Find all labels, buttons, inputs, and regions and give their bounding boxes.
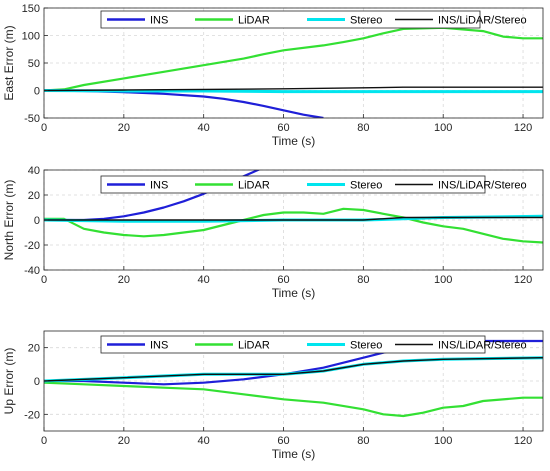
x-tick-label: 100 (434, 122, 452, 134)
legend-box (100, 335, 486, 354)
x-tick-label: 40 (198, 274, 210, 286)
legend-label: INS/LiDAR/Stereo (438, 340, 527, 352)
x-tick-label: 60 (277, 435, 289, 447)
legend-label: INS (150, 180, 168, 192)
north-error-panel: 0 20 40 60 80 100 120 -40 -20 0 20 40 Time (s) North … (2, 165, 544, 300)
x-tick-label: 40 (198, 122, 210, 134)
y-tick-label: -20 (24, 409, 40, 421)
legend-label: LiDAR (238, 15, 270, 27)
series-line-ins-lidar-stereo (44, 216, 543, 221)
legend-box (100, 10, 481, 29)
x-tick-label: 120 (514, 122, 532, 134)
y-tick-label: 0 (34, 86, 40, 98)
legend: INS LiDAR Stereo INS/LiDAR/Stereo (100, 335, 527, 354)
legend-label: LiDAR (238, 180, 270, 192)
x-tick-label: 120 (514, 274, 532, 286)
x-tick-label: 0 (41, 435, 47, 447)
series-line-ins-lidar-stereo (44, 86, 543, 92)
y-tick-label: 20 (28, 343, 40, 355)
y-tick-label: 40 (28, 165, 40, 177)
x-axis-label: Time (s) (272, 286, 316, 300)
x-tick-label: 0 (41, 122, 47, 134)
y-tick-label: 20 (28, 190, 40, 202)
legend-label: Stereo (350, 180, 382, 192)
x-tick-label: 20 (118, 122, 130, 134)
x-tick-label: 80 (357, 274, 369, 286)
legend-box (100, 175, 486, 194)
x-tick-label: 80 (357, 435, 369, 447)
y-tick-label: -20 (24, 240, 40, 252)
y-tick-label: 150 (22, 3, 40, 15)
legend-label: Stereo (350, 340, 382, 352)
y-tick-label: -50 (24, 113, 40, 125)
x-tick-label: 20 (118, 435, 130, 447)
x-axis-label: Time (s) (272, 134, 316, 148)
y-axis-label: Up Error (m) (2, 348, 16, 415)
series-line-lidar (44, 207, 543, 244)
y-tick-label: -40 (24, 265, 40, 277)
series-line-ins-lidar-stereo (44, 357, 543, 382)
y-tick-label: 0 (34, 376, 40, 388)
legend: INS LiDAR Stereo INS/LiDAR/Stereo (100, 175, 527, 194)
series-line-lidar (44, 381, 543, 418)
series-line-lidar (44, 26, 543, 92)
x-tick-label: 20 (118, 274, 130, 286)
y-tick-label: 50 (28, 58, 40, 70)
legend-label: INS/LiDAR/Stereo (438, 180, 527, 192)
legend-label: LiDAR (238, 340, 270, 352)
up-error-panel: 0 20 40 60 80 100 120 -20 0 20 Time (s) Up Error (m… (2, 330, 544, 461)
legend: INS LiDAR Stereo INS/LiDAR/Stereo (100, 10, 527, 29)
y-tick-label: 100 (22, 31, 40, 43)
x-tick-label: 0 (41, 274, 47, 286)
y-tick-label: 0 (34, 215, 40, 227)
legend-label: INS (150, 340, 168, 352)
x-tick-label: 60 (277, 274, 289, 286)
legend-label: INS/LiDAR/Stereo (438, 15, 527, 27)
x-tick-label: 120 (514, 435, 532, 447)
x-tick-label: 40 (198, 435, 210, 447)
series-line-stereo (44, 89, 543, 94)
x-tick-label: 60 (277, 122, 289, 134)
x-tick-label: 100 (434, 435, 452, 447)
legend-label: INS (150, 15, 168, 27)
y-axis-label: East Error (m) (2, 25, 16, 100)
x-axis-label: Time (s) (272, 447, 316, 461)
y-axis-label: North Error (m) (2, 180, 16, 261)
x-tick-label: 80 (357, 122, 369, 134)
x-tick-label: 100 (434, 274, 452, 286)
legend-label: Stereo (350, 15, 382, 27)
